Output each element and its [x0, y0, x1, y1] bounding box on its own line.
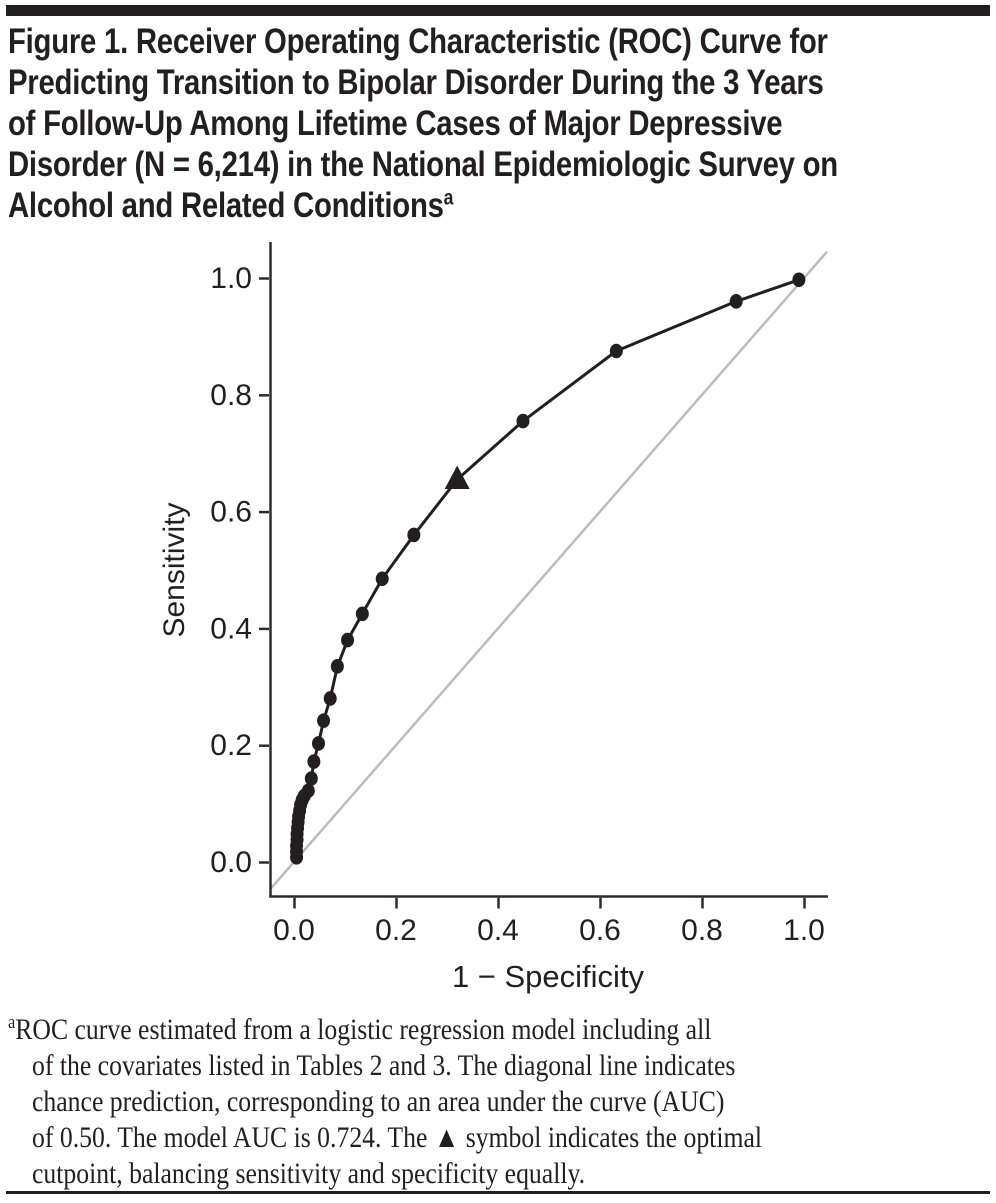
title-line: of Follow-Up Among Lifetime Cases of Maj… [8, 104, 783, 143]
roc-point [330, 659, 344, 674]
roc-point [609, 343, 623, 359]
roc-point [304, 771, 318, 786]
y-tick-label: 0.0 [210, 846, 252, 879]
roc-point [311, 736, 325, 751]
x-tick-label: 0.6 [579, 914, 621, 947]
footnote-line: of the covariates listed in Tables 2 and… [31, 1049, 736, 1082]
title-footnote-marker: a [443, 186, 454, 210]
roc-point [301, 783, 315, 799]
roc-point [323, 691, 337, 706]
x-tick-label: 0.0 [273, 914, 315, 947]
roc-point [375, 571, 389, 587]
footnote-marker: a [8, 1012, 16, 1033]
roc-point [341, 632, 355, 648]
y-axis-label: Sensitivity [158, 502, 191, 637]
title-line: Figure 1. Receiver Operating Characteris… [8, 22, 828, 61]
x-tick-label: 0.4 [477, 914, 519, 947]
roc-point [729, 294, 743, 309]
y-tick-label: 0.8 [210, 379, 252, 412]
title-line: Alcohol and Related Conditionsa [8, 186, 454, 225]
figure-title: Figure 1. Receiver Operating Characteris… [8, 21, 993, 226]
roc-chart-svg: 0.0 0.2 0.4 0.6 0.8 1.0 0.0 0.2 0.4 0.6 0.8 1.0 Sens… [158, 242, 828, 994]
roc-chart: 0.0 0.2 0.4 0.6 0.8 1.0 0.0 0.2 0.4 0.6 0.8 1.0 Sens… [0, 230, 996, 1010]
roc-curve-line [295, 278, 800, 858]
optimal-cutpoint-triangle [444, 465, 470, 489]
figure-footnote: aROC curve estimated from a logistic reg… [8, 1012, 985, 1192]
axes [259, 242, 828, 909]
y-tick-label: 0.6 [210, 496, 252, 529]
y-tick-label: 0.4 [210, 612, 252, 645]
footnote-line: of 0.50. The model AUC is 0.724. The ▲ s… [31, 1121, 763, 1154]
y-tick-label: 0.2 [210, 729, 252, 762]
roc-points [290, 272, 806, 865]
roc-point [792, 272, 806, 288]
roc-point [307, 754, 321, 769]
title-line: Predicting Transition to Bipolar Disorde… [8, 63, 824, 102]
footnote-line: aROC curve estimated from a logistic reg… [8, 1012, 712, 1046]
roc-point [317, 713, 331, 728]
footnote-line: chance prediction, corresponding to an a… [31, 1085, 725, 1118]
y-tick-label: 1.0 [210, 262, 252, 295]
footnote-line: cutpoint, balancing sensitivity and spec… [31, 1157, 586, 1190]
roc-point [355, 606, 369, 622]
bottom-rule [6, 1191, 990, 1194]
x-tick-label: 0.2 [375, 914, 417, 947]
title-line: Disorder (N = 6,214) in the National Epi… [8, 145, 838, 184]
x-axis-label: 1 − Specificity [452, 959, 645, 994]
roc-point [516, 413, 530, 429]
x-tick-label: 1.0 [783, 914, 825, 947]
roc-point [407, 527, 421, 543]
top-rule [6, 5, 990, 16]
chance-diagonal-line [269, 250, 828, 891]
x-tick-label: 0.8 [681, 914, 723, 947]
